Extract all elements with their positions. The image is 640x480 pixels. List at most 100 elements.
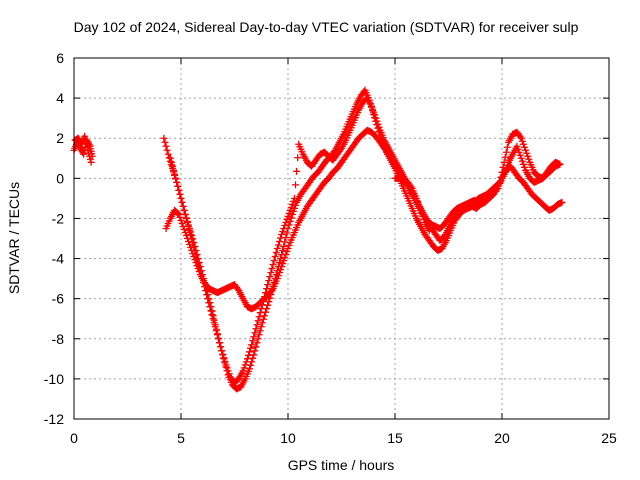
data-point: [520, 143, 528, 151]
data-point: [167, 158, 175, 166]
data-point: [275, 238, 283, 246]
data-point: [254, 317, 262, 325]
data-point: [268, 286, 276, 294]
data-point: [263, 285, 271, 293]
data-point: [520, 163, 528, 171]
data-point: [275, 259, 283, 267]
data-point: [252, 325, 260, 333]
data-point: [175, 210, 183, 218]
data-point: [275, 269, 283, 277]
data-point: [499, 163, 507, 171]
data-point: [195, 263, 203, 271]
data-point: [170, 166, 178, 174]
data-point: [516, 133, 524, 141]
data-point: [289, 197, 297, 205]
y-tick-label: 4: [56, 90, 64, 106]
data-point: [497, 173, 505, 181]
data-point: [262, 289, 270, 297]
data-point: [284, 245, 292, 253]
x-tick-label: 15: [387, 430, 403, 446]
data-point: [273, 275, 281, 283]
data-point: [255, 313, 263, 321]
data-point: [174, 182, 182, 190]
data-point: [516, 151, 524, 159]
data-point: [216, 339, 224, 347]
y-axis-label: SDTVAR / TECUs: [6, 182, 22, 294]
data-point: [287, 203, 295, 211]
data-point: [164, 150, 172, 158]
data-point: [85, 149, 93, 157]
data-point: [160, 134, 168, 142]
x-tick-label: 0: [70, 430, 78, 446]
data-point: [189, 239, 197, 247]
data-points: [70, 86, 566, 393]
data-point: [503, 161, 511, 169]
data-point: [412, 194, 420, 202]
data-point: [556, 160, 564, 168]
data-point: [206, 303, 214, 311]
data-point: [288, 200, 296, 208]
plot-frame: [73, 57, 610, 420]
data-point: [256, 309, 264, 317]
series-trace-e: [166, 94, 564, 387]
data-point: [371, 111, 379, 119]
data-point: [161, 138, 169, 146]
data-point: [223, 364, 231, 372]
data-point: [260, 293, 268, 301]
data-point: [175, 186, 183, 194]
data-point: [191, 247, 199, 255]
data-point: [417, 206, 425, 214]
data-point: [208, 311, 216, 319]
data-point: [87, 158, 95, 166]
data-point: [525, 155, 533, 163]
data-point: [281, 221, 289, 229]
data-point: [501, 167, 509, 175]
y-tick-label: -6: [52, 291, 65, 307]
series-trace-b: [71, 132, 95, 166]
data-point: [86, 155, 94, 163]
data-point: [283, 248, 291, 256]
data-point: [176, 213, 184, 221]
x-tick-label: 5: [177, 430, 185, 446]
data-point: [272, 249, 280, 257]
data-point: [265, 298, 273, 306]
data-point: [265, 277, 273, 285]
data-point: [500, 158, 508, 166]
data-point: [282, 218, 290, 226]
data-point: [502, 164, 510, 172]
data-point: [222, 361, 230, 369]
data-point: [278, 230, 286, 238]
data-point: [519, 160, 527, 168]
data-point: [286, 206, 294, 214]
data-point: [190, 243, 198, 251]
data-point: [277, 266, 285, 274]
data-point: [277, 234, 285, 242]
data-point: [82, 139, 90, 147]
data-point: [278, 263, 286, 271]
data-point: [84, 146, 92, 154]
data-point: [287, 214, 295, 222]
data-point: [225, 370, 233, 378]
data-point: [244, 351, 252, 359]
data-point: [515, 148, 523, 156]
y-tick-label: -4: [52, 251, 65, 267]
data-point: [239, 367, 247, 375]
data-point: [218, 347, 226, 355]
data-point: [179, 202, 187, 210]
data-point: [524, 152, 532, 160]
data-point: [245, 348, 253, 356]
data-point: [259, 297, 267, 305]
data-point: [163, 146, 171, 154]
data-point: [250, 333, 258, 341]
data-point: [501, 153, 509, 161]
data-point: [519, 140, 527, 148]
data-point: [291, 181, 299, 189]
data-point: [274, 241, 282, 249]
data-point: [255, 331, 263, 339]
data-point: [259, 315, 267, 323]
data-point: [245, 365, 253, 373]
chart-title: Day 102 of 2024, Sidereal Day-to-day VTE…: [74, 19, 579, 35]
data-point: [187, 244, 195, 252]
data-point: [86, 152, 94, 160]
data-point: [518, 137, 526, 145]
